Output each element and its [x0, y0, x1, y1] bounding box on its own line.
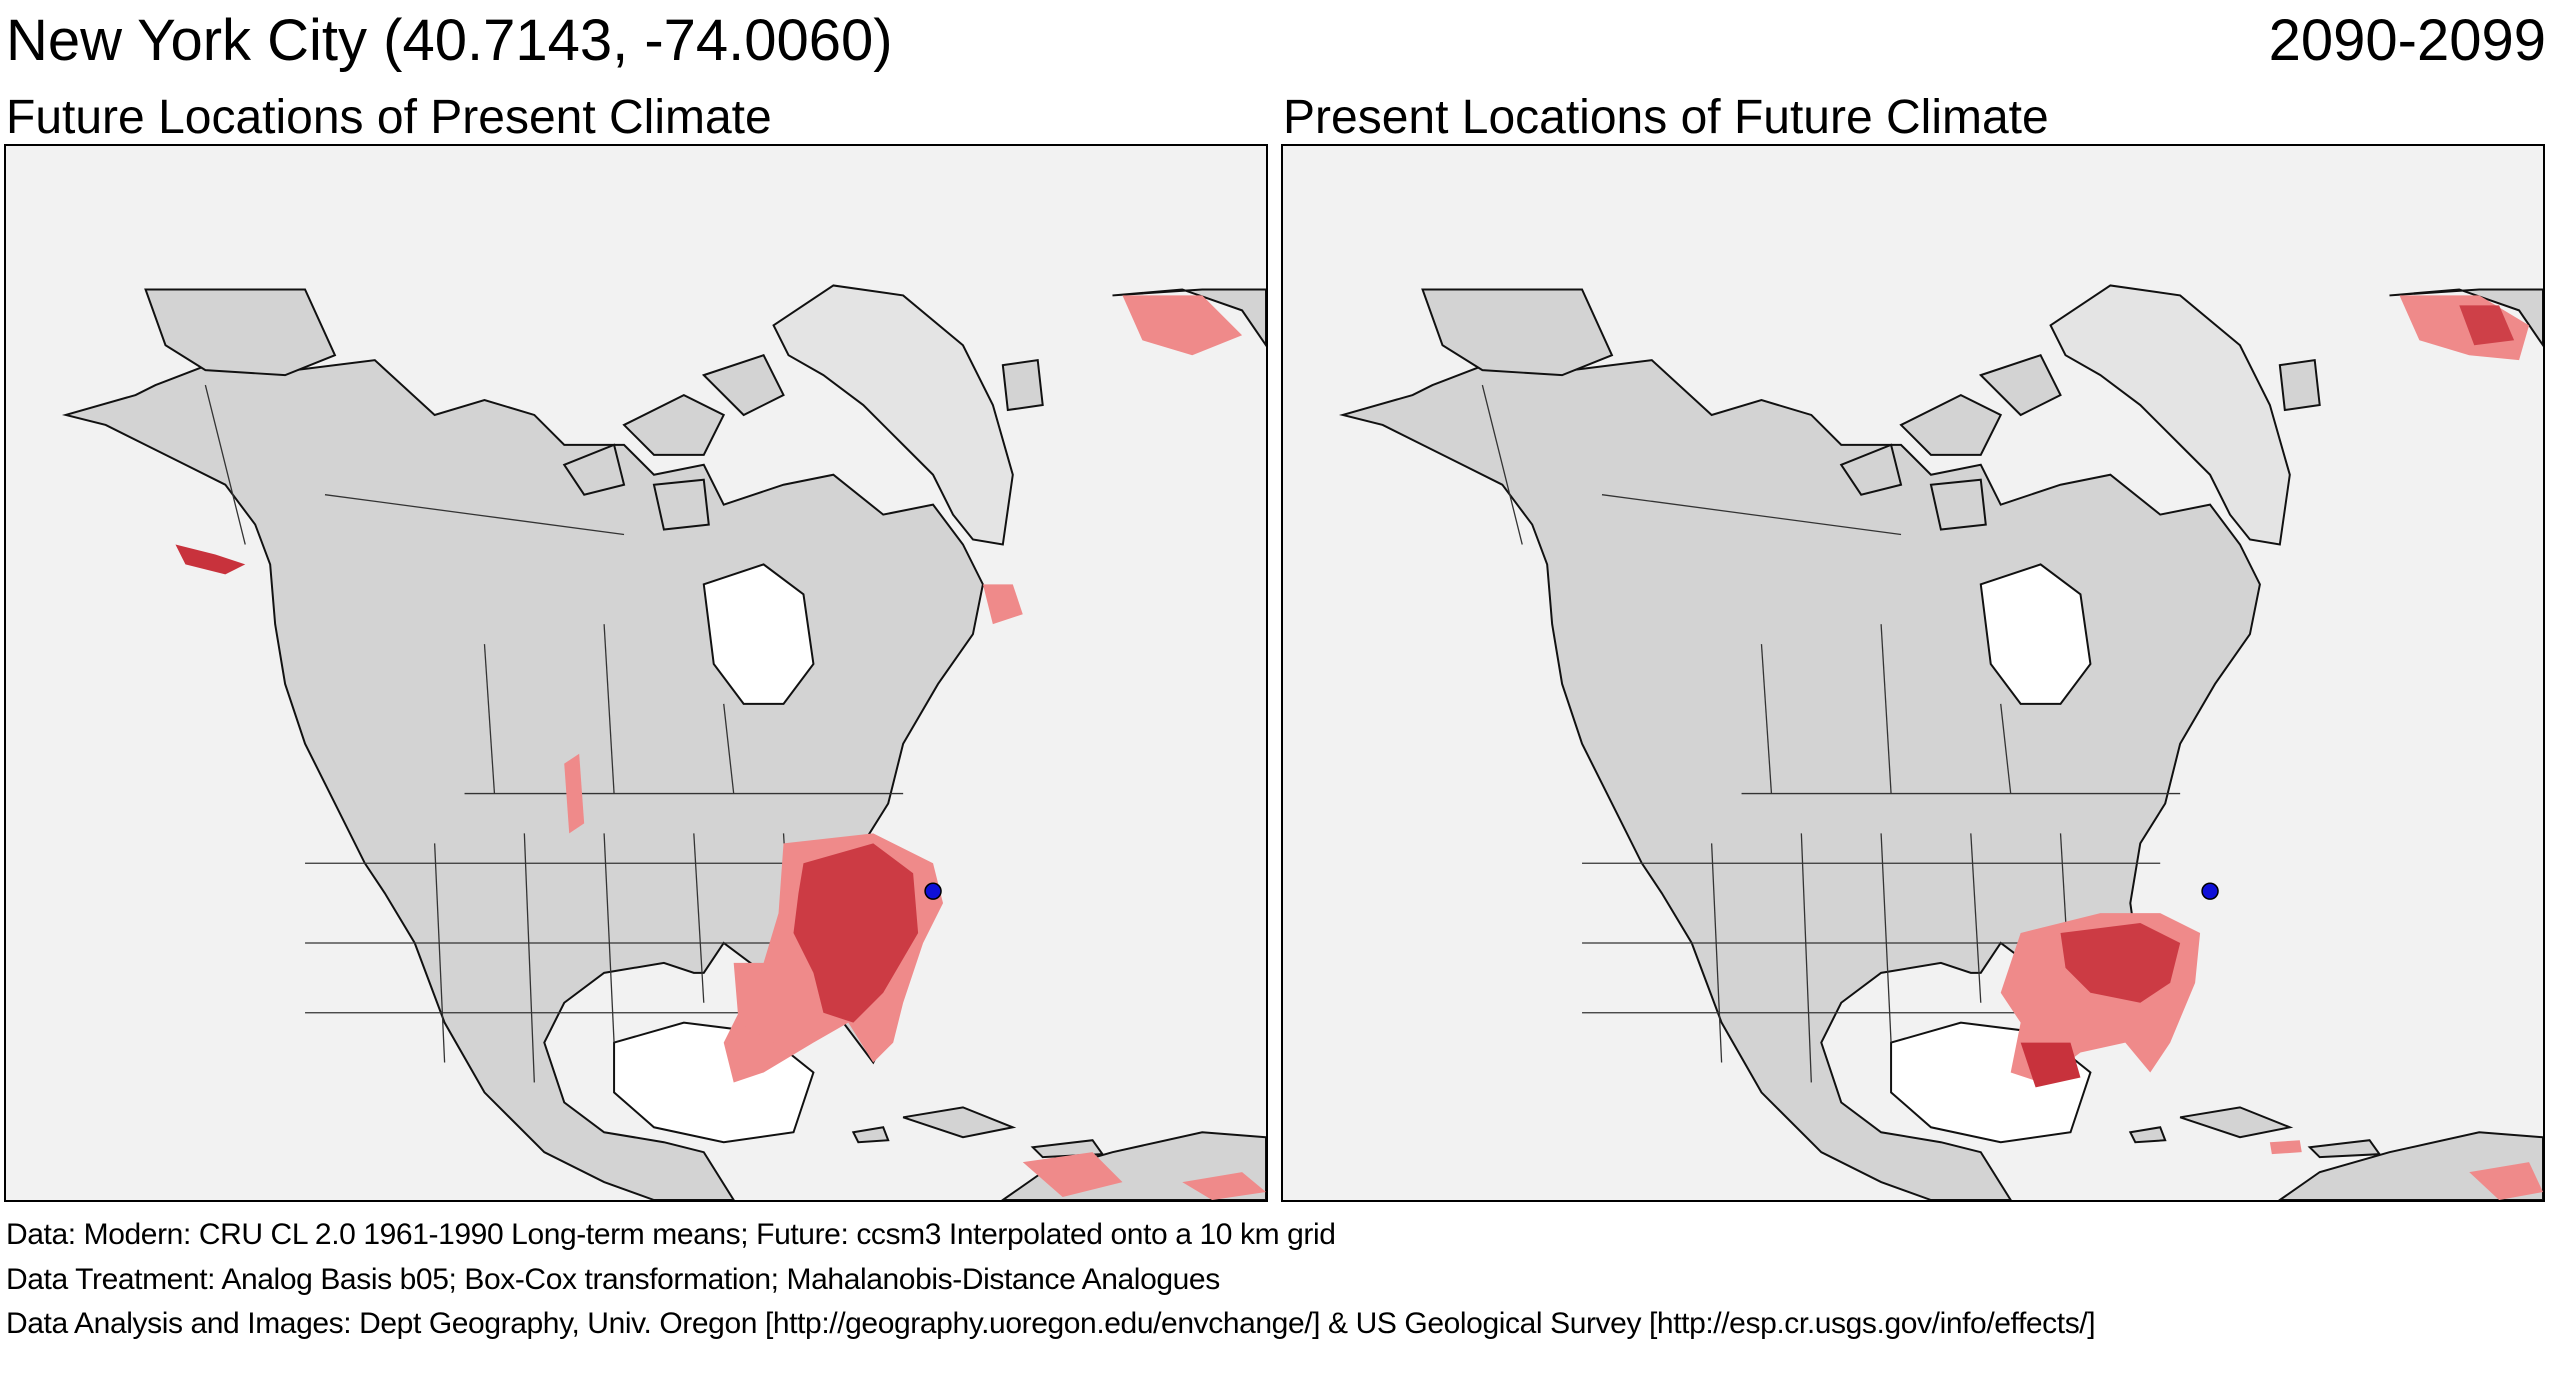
period-label: 2090-2099 [2268, 8, 2546, 73]
footer-data-line: Data: Modern: CRU CL 2.0 1961-1990 Long-… [6, 1218, 1336, 1251]
boundaries [1481, 384, 2181, 1083]
footer-treatment-line: Data Treatment: Analog Basis b05; Box-Co… [6, 1263, 1220, 1296]
footer-analysis-line: Data Analysis and Images: Dept Geography… [6, 1307, 2096, 1340]
left-panel-title: Future Locations of Present Climate [6, 91, 772, 144]
right-map-svg [1338, 284, 2543, 1200]
nyc-location-marker [924, 882, 942, 900]
hudson-bay [702, 563, 815, 705]
analog-regions [2000, 295, 2543, 1200]
nyc-location-marker [2201, 882, 2219, 900]
map-present-locations-of-future-climate [1281, 144, 2545, 1202]
left-map-svg [61, 284, 1266, 1200]
map-future-locations-of-present-climate [4, 144, 1268, 1202]
analog-regions [175, 295, 1266, 1200]
right-panel-title: Present Locations of Future Climate [1283, 91, 2049, 144]
hudson-bay [1979, 563, 2092, 705]
location-title: New York City (40.7143, -74.0060) [6, 8, 893, 73]
